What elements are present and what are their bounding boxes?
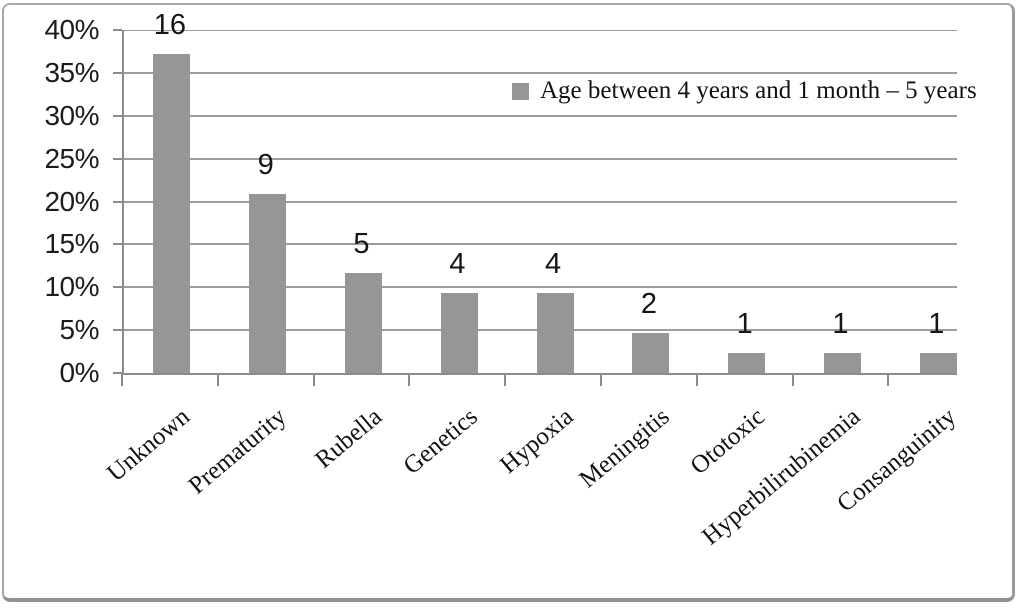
x-axis-tick xyxy=(600,373,602,386)
bar-meningitis xyxy=(632,333,670,373)
x-axis-tick xyxy=(791,373,794,386)
x-axis-label: Rubella xyxy=(309,403,387,474)
y-axis-tick xyxy=(113,286,122,289)
y-axis-label: 35% xyxy=(44,56,99,88)
x-axis-tick xyxy=(695,373,698,386)
x-axis-tick xyxy=(312,373,315,386)
y-axis-label: 5% xyxy=(59,314,100,346)
gridline xyxy=(124,157,957,160)
x-axis-tick xyxy=(121,373,123,386)
bar-hyperbilirubinemia xyxy=(824,353,861,373)
x-axis-label: Unknown xyxy=(102,403,196,488)
bar-value-label: 5 xyxy=(353,228,370,261)
bar-value-label: 4 xyxy=(449,248,466,281)
y-axis-tick xyxy=(113,157,122,160)
bar-value-label: 9 xyxy=(257,148,274,181)
y-axis-tick xyxy=(113,200,122,203)
gridline xyxy=(124,114,957,117)
legend-swatch-icon xyxy=(512,82,529,100)
y-axis-tick xyxy=(113,243,122,246)
x-axis-label: Genetics xyxy=(398,403,483,480)
y-axis-label: 30% xyxy=(44,99,99,131)
bar-prematurity xyxy=(249,193,287,373)
y-axis-label: 0% xyxy=(59,357,100,388)
bar-value-label: 1 xyxy=(736,308,753,341)
bar-value-label: 2 xyxy=(640,288,657,321)
x-axis-tick xyxy=(504,373,507,386)
y-axis-label: 40% xyxy=(44,14,99,45)
x-axis-label: Meningitis xyxy=(573,403,675,494)
bar-hypoxia xyxy=(536,293,574,373)
y-axis-label: 20% xyxy=(44,185,99,217)
bar-value-label: 1 xyxy=(928,308,945,341)
y-axis-label: 10% xyxy=(44,271,99,303)
y-axis-tick xyxy=(113,372,122,374)
bar-consanguinity xyxy=(919,353,957,373)
legend-series-label: Age between 4 years and 1 month – 5 year… xyxy=(540,77,977,104)
bar-value-label: 16 xyxy=(153,8,187,41)
y-axis-label: 15% xyxy=(44,228,99,260)
x-axis-tick xyxy=(408,373,411,386)
bar-value-label: 4 xyxy=(545,248,562,281)
bar-rubella xyxy=(345,273,382,373)
x-axis-label: Hyperbilirubinemia xyxy=(697,403,866,551)
bar-ototoxic xyxy=(728,353,766,373)
y-axis-tick xyxy=(113,329,122,332)
y-axis-label: 25% xyxy=(44,142,99,174)
x-axis-label: Ototoxic xyxy=(685,403,771,480)
bar-genetics xyxy=(440,293,478,373)
y-axis-tick xyxy=(113,71,122,74)
legend: Age between 4 years and 1 month – 5 year… xyxy=(512,78,977,104)
x-axis-label: Prematurity xyxy=(183,403,292,500)
x-axis-tick xyxy=(216,373,219,386)
bar-value-label: 1 xyxy=(832,308,849,341)
gridline xyxy=(124,200,957,203)
plot-area xyxy=(122,30,957,375)
gridline xyxy=(124,30,957,31)
y-axis-tick xyxy=(113,114,122,117)
gridline xyxy=(124,71,957,74)
y-axis-tick xyxy=(113,29,122,31)
x-axis-label: Hypoxia xyxy=(495,403,579,480)
bar-unknown xyxy=(153,53,191,373)
gridline xyxy=(124,286,957,289)
x-axis-tick xyxy=(887,373,890,386)
gridline xyxy=(124,243,957,246)
